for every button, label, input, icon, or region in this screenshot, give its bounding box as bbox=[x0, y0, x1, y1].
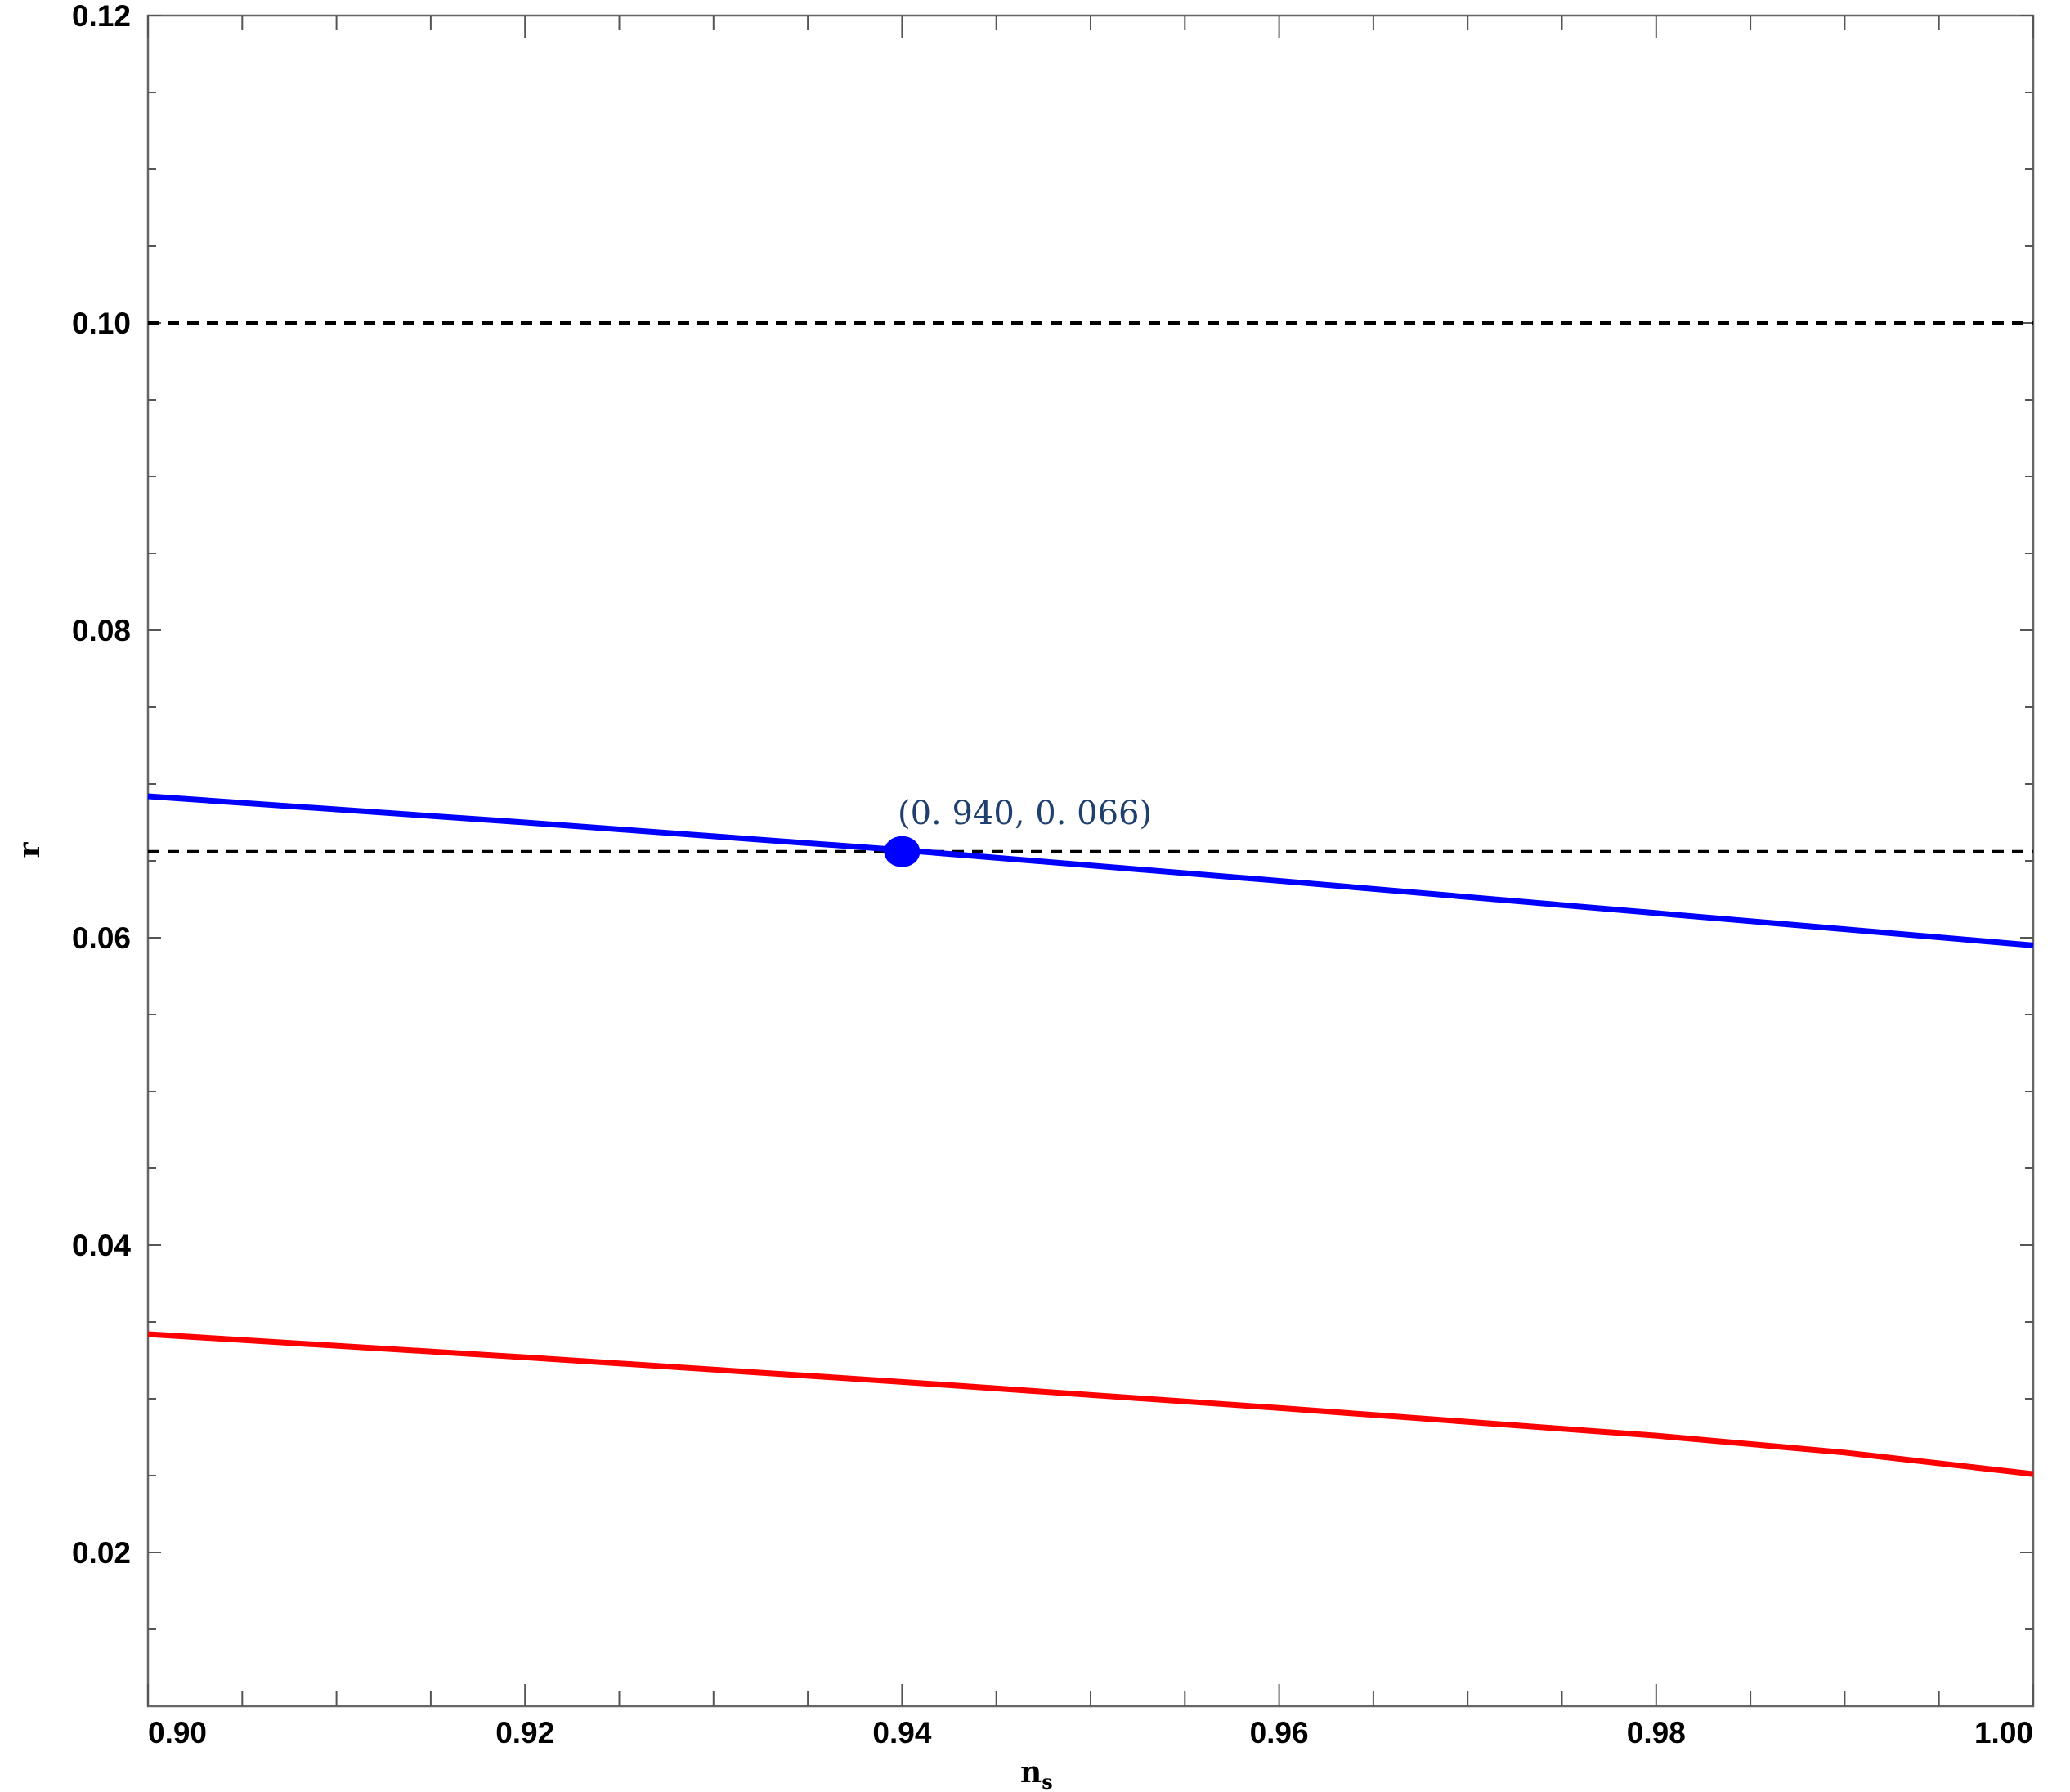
x-axis-label: ns bbox=[1020, 1755, 1053, 1792]
y-tick-label: 0.02 bbox=[72, 1536, 131, 1570]
x-tick-label: 1.00 bbox=[1974, 1716, 2033, 1749]
x-tick-label: 0.98 bbox=[1627, 1716, 1686, 1749]
x-tick-label: 0.92 bbox=[495, 1716, 554, 1749]
plot-frame bbox=[146, 14, 2035, 1708]
point-annotation: (0. 940, 0. 066) bbox=[898, 795, 1152, 832]
blue-curve bbox=[147, 793, 2034, 948]
x-tick-label: 0.96 bbox=[1250, 1716, 1309, 1749]
y-axis-label: r bbox=[12, 841, 47, 858]
x-tick-label: 0.90 bbox=[148, 1716, 207, 1749]
y-tick-label: 0.04 bbox=[72, 1229, 131, 1262]
y-tick-label: 0.12 bbox=[72, 0, 131, 33]
highlight-point bbox=[884, 836, 921, 867]
x-tick-label: 0.94 bbox=[872, 1716, 931, 1749]
y-tick-label: 0.10 bbox=[72, 307, 131, 340]
y-tick-label: 0.06 bbox=[72, 921, 131, 955]
y-tick-label: 0.08 bbox=[72, 614, 131, 647]
red-curve bbox=[147, 1331, 2034, 1477]
